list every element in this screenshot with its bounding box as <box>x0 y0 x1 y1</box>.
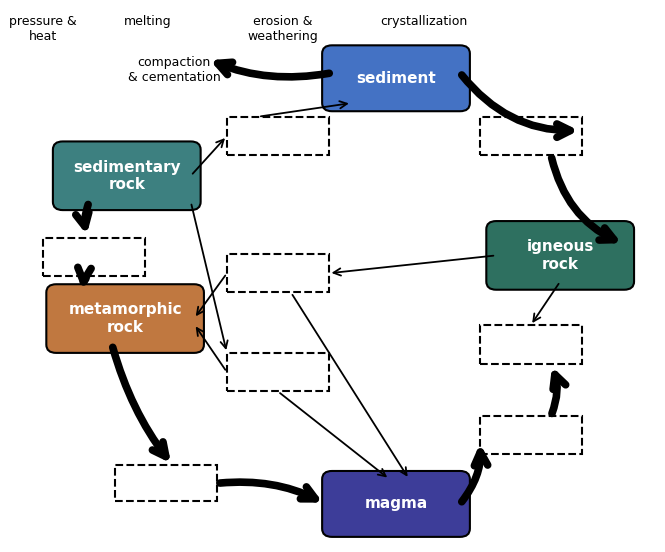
Text: magma: magma <box>364 496 428 511</box>
Text: erosion &
weathering: erosion & weathering <box>247 15 318 43</box>
Text: crystallization: crystallization <box>380 15 467 28</box>
FancyBboxPatch shape <box>322 471 470 537</box>
FancyBboxPatch shape <box>322 45 470 112</box>
FancyBboxPatch shape <box>479 116 581 155</box>
FancyBboxPatch shape <box>479 416 581 454</box>
FancyBboxPatch shape <box>227 116 329 155</box>
FancyBboxPatch shape <box>53 141 201 210</box>
Text: pressure &
heat: pressure & heat <box>9 15 77 43</box>
FancyBboxPatch shape <box>47 284 204 353</box>
FancyBboxPatch shape <box>227 254 329 293</box>
Text: melting: melting <box>124 15 172 28</box>
Text: compaction
& cementation: compaction & cementation <box>128 56 221 84</box>
Text: sedimentary
rock: sedimentary rock <box>73 160 181 192</box>
FancyBboxPatch shape <box>115 465 217 501</box>
Text: sediment: sediment <box>356 71 436 86</box>
Text: igneous
rock: igneous rock <box>527 239 594 272</box>
FancyBboxPatch shape <box>227 353 329 391</box>
FancyBboxPatch shape <box>479 326 581 364</box>
FancyBboxPatch shape <box>486 221 634 290</box>
Text: metamorphic
rock: metamorphic rock <box>68 302 182 335</box>
FancyBboxPatch shape <box>43 237 145 276</box>
